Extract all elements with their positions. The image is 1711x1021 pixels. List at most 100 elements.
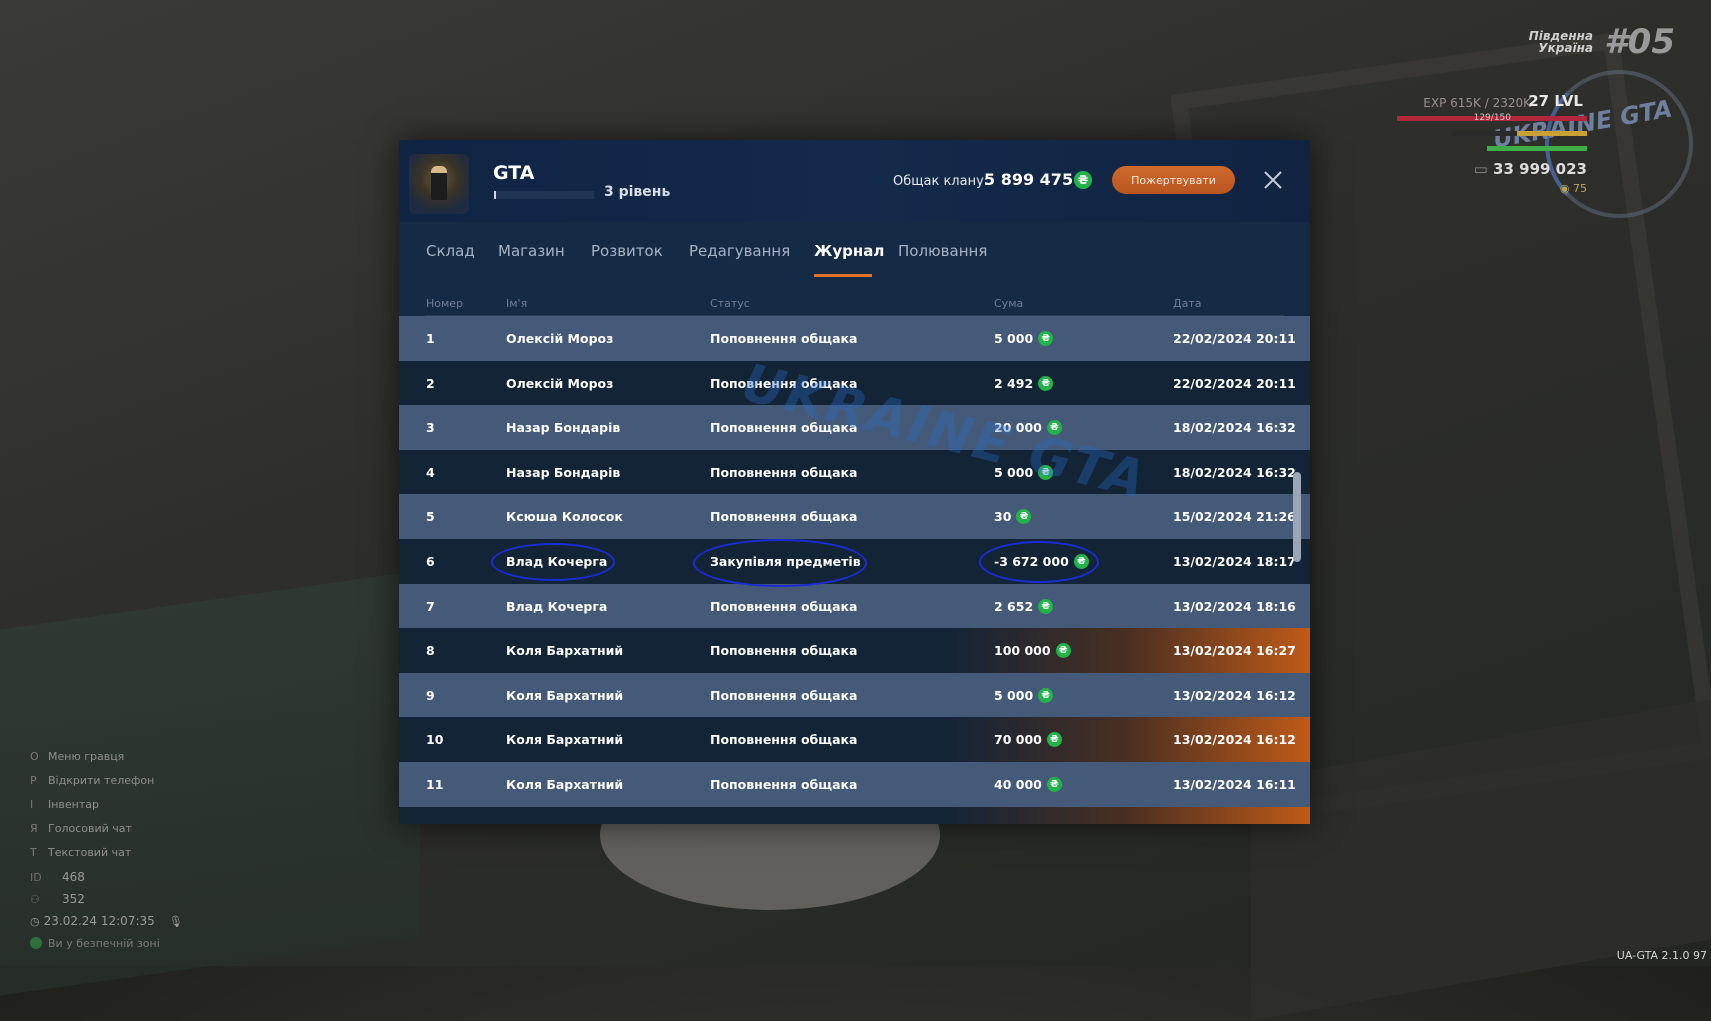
clan-level-progress bbox=[494, 191, 594, 199]
hunger-bar bbox=[1517, 131, 1587, 136]
clan-name: GTA bbox=[493, 162, 535, 184]
clan-level-label: 3 рівень bbox=[604, 184, 671, 200]
column-number: Номер bbox=[426, 297, 464, 310]
row-sum: 20 000 ₴ bbox=[994, 420, 1062, 436]
keybind-label: Відкрити телефон bbox=[48, 773, 155, 787]
microphone-icon: 🎙 bbox=[168, 914, 183, 928]
keybind-label: Голосовий чат bbox=[48, 821, 132, 835]
stat-datetime: ◷ 23.02.24 12:07:35 🎙 bbox=[30, 910, 183, 932]
clan-window: GTA 3 рівень Общак клану: 5 899 475 ₴ По… bbox=[399, 140, 1310, 824]
donate-button[interactable]: Пожертвувати bbox=[1112, 166, 1235, 194]
clan-tabs: Склад Магазин Розвиток Редагування Журна… bbox=[399, 222, 1310, 278]
coin-icon: ₴ bbox=[1038, 464, 1054, 480]
keybind-key: P bbox=[30, 773, 37, 787]
row-number: 2 bbox=[426, 375, 435, 391]
tab-storage[interactable]: Склад bbox=[426, 242, 475, 260]
row-name: Олексій Мороз bbox=[506, 375, 614, 391]
row-number: 10 bbox=[426, 732, 444, 748]
row-date: 13/02/2024 16:12 bbox=[1173, 732, 1296, 748]
row-sum-value: 5 000 bbox=[994, 687, 1034, 703]
row-date: 13/02/2024 16:12 bbox=[1173, 687, 1296, 703]
row-status: Поповнення общака bbox=[710, 464, 858, 480]
row-sum-value: 2 652 bbox=[994, 598, 1034, 614]
id-value: 468 bbox=[62, 870, 85, 884]
server-number: #05 bbox=[1604, 22, 1675, 62]
coins-value: ◉ 75 bbox=[1560, 182, 1587, 195]
table-row: 10 Коля Бархатний Поповнення общака 70 000 ₴… bbox=[399, 717, 1310, 762]
treasury-label: Общак клану: bbox=[893, 174, 989, 189]
row-sum-value: 70 000 bbox=[994, 732, 1042, 748]
annotation-circle-name bbox=[491, 543, 615, 581]
coins-amount: 75 bbox=[1573, 182, 1587, 195]
coin-icon: ₴ bbox=[1055, 643, 1071, 659]
row-status: Поповнення общака bbox=[710, 331, 858, 346]
version-label: UA-GTA 2.1.0 97 bbox=[1616, 949, 1707, 962]
table-row: 3 Назар Бондарів Поповнення общака 20 000 ₴ 1… bbox=[399, 405, 1310, 450]
server-name-line2: Україна bbox=[1538, 41, 1593, 55]
row-sum: 5 000 ₴ bbox=[994, 331, 1054, 347]
row-number: 3 bbox=[426, 420, 435, 436]
server-name: Південна Україна bbox=[1529, 30, 1593, 54]
keybind-key: Я bbox=[30, 821, 38, 835]
row-sum: 100 000 ₴ bbox=[994, 643, 1071, 659]
server-name-line1: Південна bbox=[1528, 29, 1593, 43]
keybind-hints: O Меню гравця P Відкрити телефон I Інвентар… bbox=[30, 744, 154, 864]
row-sum: 5 000 ₴ bbox=[994, 687, 1054, 704]
table-row: 9 Коля Бархатний Поповнення общака 5 000 ₴ 13… bbox=[399, 672, 1310, 718]
money-value: ▭ 33 999 023 bbox=[1474, 160, 1587, 178]
coin-icon: ₴ bbox=[1038, 598, 1054, 614]
safe-zone-icon bbox=[30, 937, 42, 949]
close-icon[interactable] bbox=[1259, 166, 1287, 194]
table-row: 5 Ксюша Колосок Поповнення общака 30 ₴ 15/02/… bbox=[399, 494, 1310, 539]
id-label: ID bbox=[30, 870, 42, 884]
money-amount: 33 999 023 bbox=[1493, 160, 1587, 178]
clan-avatar-figure bbox=[431, 166, 447, 200]
coin-icon: ₴ bbox=[1038, 331, 1054, 346]
column-name: Ім'я bbox=[506, 297, 528, 310]
row-number: 4 bbox=[426, 464, 435, 480]
row-sum: 70 000 ₴ bbox=[994, 732, 1062, 748]
tab-development[interactable]: Розвиток bbox=[591, 242, 663, 260]
money-icon: ▭ bbox=[1473, 160, 1494, 178]
online-value: 352 bbox=[62, 892, 85, 906]
row-date: 13/02/2024 18:16 bbox=[1173, 598, 1296, 614]
table-header: Номер Ім'я Статус Сума Дата bbox=[399, 278, 1310, 316]
row-name: Назар Бондарів bbox=[506, 420, 621, 436]
keybind-row: T Текстовий чат bbox=[30, 840, 154, 864]
keybind-key: T bbox=[30, 845, 37, 859]
row-date: 13/02/2024 16:27 bbox=[1173, 643, 1296, 659]
active-tab-underline bbox=[814, 274, 872, 277]
row-status: Поповнення общака bbox=[710, 643, 858, 659]
keybind-label: Текстовий чат bbox=[48, 845, 132, 859]
clan-avatar bbox=[409, 154, 469, 214]
coins-icon: ◉ bbox=[1559, 182, 1573, 195]
table-row-partial bbox=[399, 806, 1310, 824]
coin-icon: ₴ bbox=[1046, 420, 1062, 436]
row-date: 22/02/2024 20:11 bbox=[1173, 331, 1296, 346]
tab-journal[interactable]: Журнал bbox=[814, 242, 885, 260]
table-scrollbar[interactable] bbox=[1293, 472, 1301, 562]
row-number: 11 bbox=[426, 776, 444, 792]
tab-hunting[interactable]: Полювання bbox=[898, 242, 988, 260]
row-sum: 40 000 ₴ bbox=[994, 776, 1062, 793]
safe-zone-label: Ви у безпечній зоні bbox=[48, 936, 160, 950]
row-date: 18/02/2024 16:32 bbox=[1173, 420, 1296, 436]
row-status: Поповнення общака bbox=[710, 776, 858, 792]
datetime-value: 23.02.24 12:07:35 bbox=[43, 914, 155, 928]
stat-online: ⚇ 352 bbox=[30, 888, 183, 910]
row-number: 5 bbox=[426, 509, 435, 525]
coin-icon: ₴ bbox=[1046, 776, 1062, 792]
coin-icon: ₴ bbox=[1046, 732, 1062, 748]
table-row: 2 Олексій Мороз Поповнення общака 2 492 ₴ 22/… bbox=[399, 360, 1310, 406]
row-sum-value: 40 000 bbox=[994, 776, 1042, 792]
row-number: 1 bbox=[426, 331, 435, 346]
table-row: 7 Влад Кочерга Поповнення общака 2 652 ₴ 13/0… bbox=[399, 583, 1310, 629]
row-sum: 30 ₴ bbox=[994, 509, 1032, 525]
tab-editing[interactable]: Редагування bbox=[689, 242, 791, 260]
annotation-circle-status bbox=[693, 539, 867, 587]
table-row: 11 Коля Бархатний Поповнення общака 40 000 ₴… bbox=[399, 761, 1310, 807]
row-status: Поповнення общака bbox=[710, 598, 858, 614]
keybind-label: Інвентар bbox=[48, 797, 100, 811]
tab-shop[interactable]: Магазин bbox=[498, 242, 565, 260]
row-name: Олексій Мороз bbox=[506, 331, 614, 346]
